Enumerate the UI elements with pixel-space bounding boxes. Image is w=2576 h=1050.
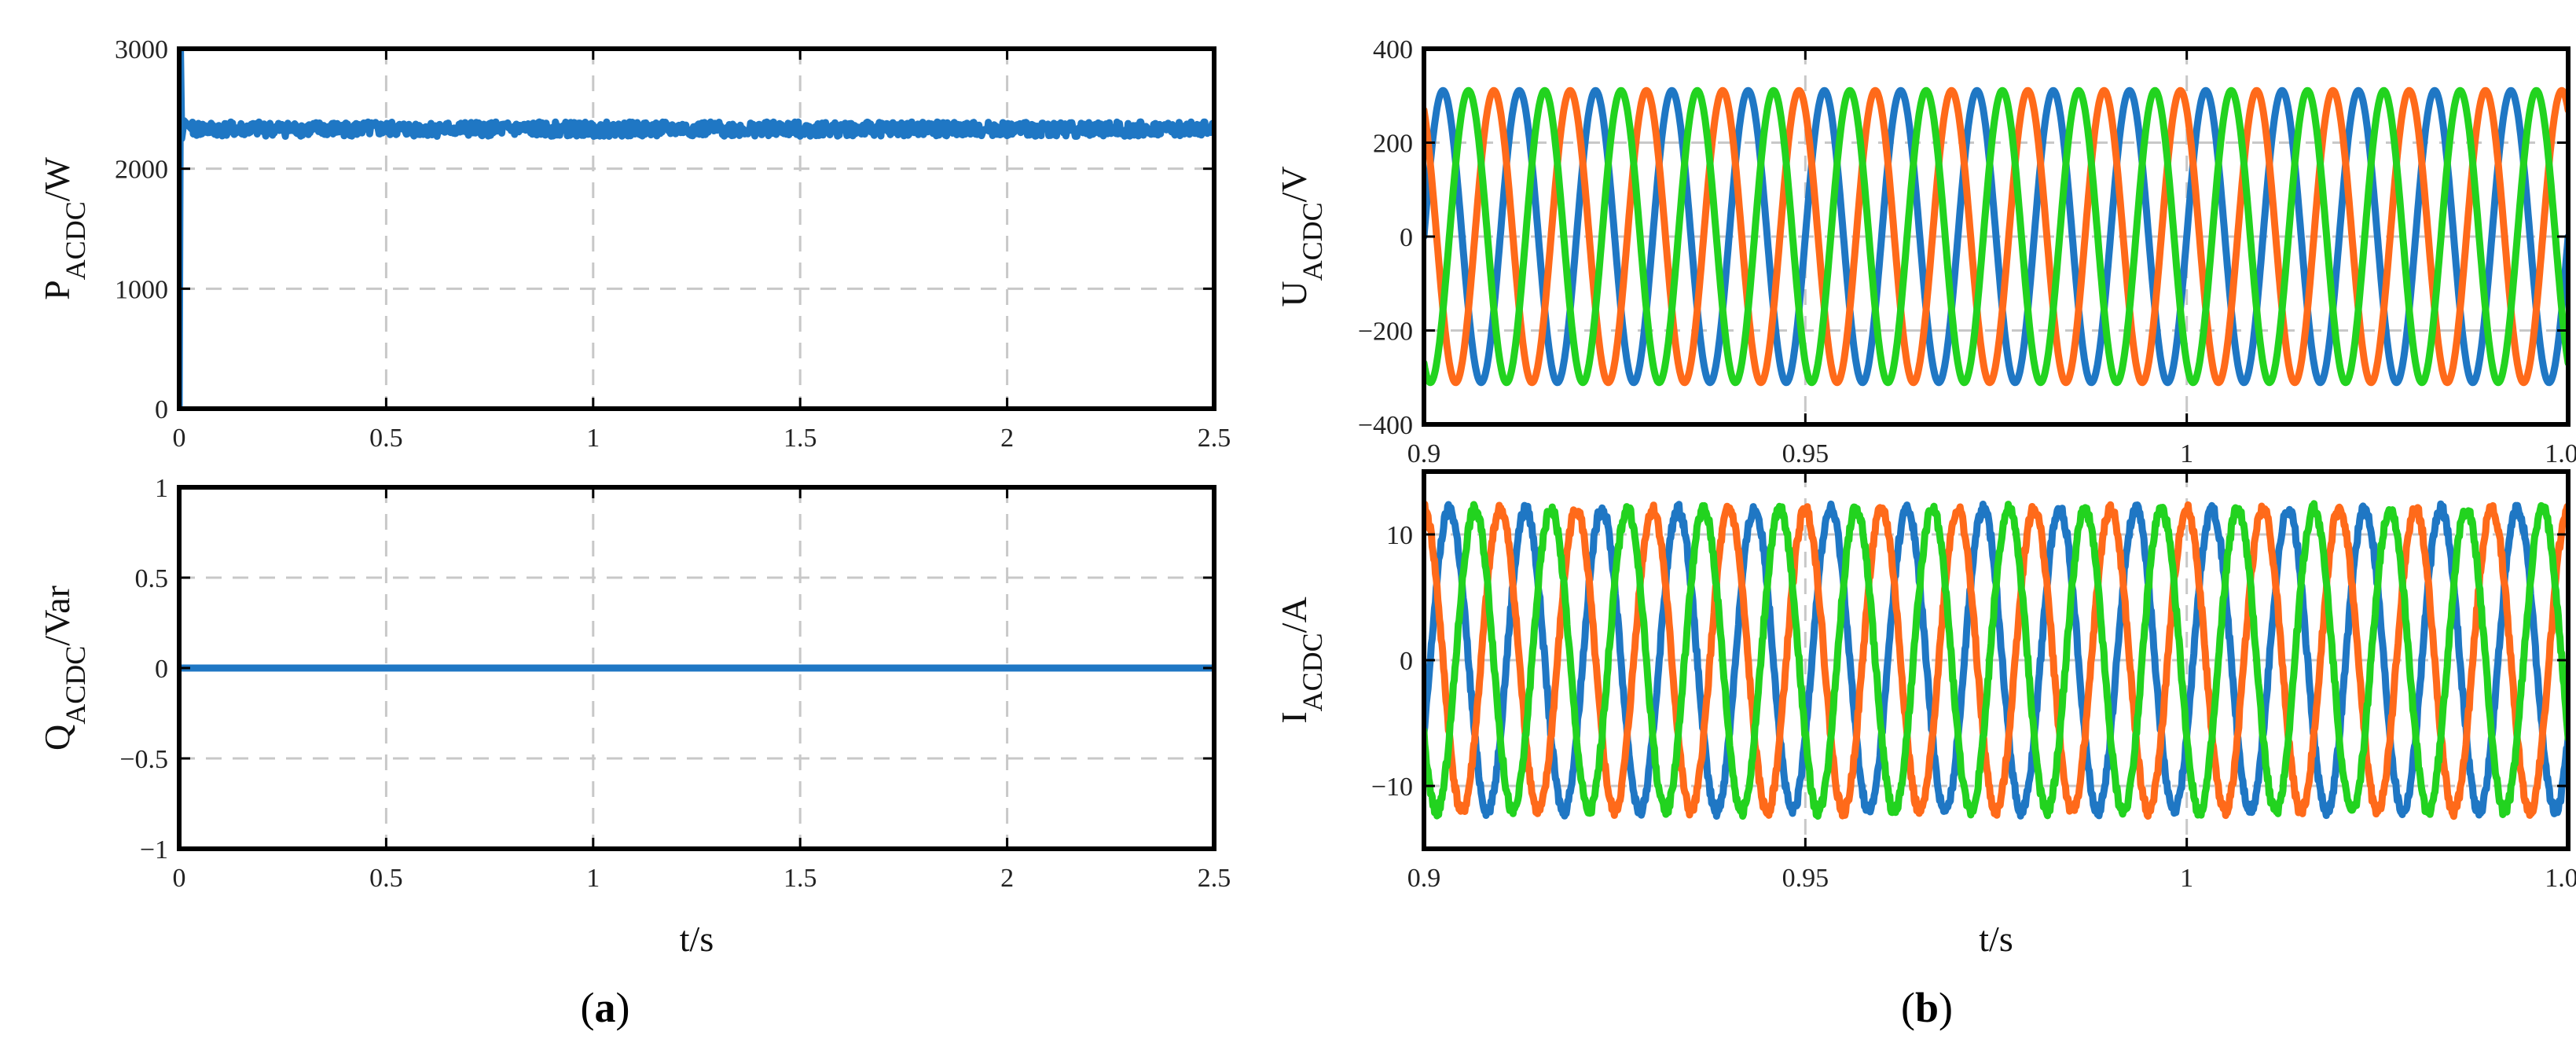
y-tick-label: 10: [1386, 521, 1413, 550]
y-tick-label: 3000: [115, 35, 168, 64]
series-group: [1424, 86, 2568, 387]
series-line-3: [1424, 86, 2568, 387]
x-tick-label: 2: [1000, 864, 1014, 893]
x-tick-label: 1: [586, 424, 600, 453]
x-tick-label: 1.05: [2545, 439, 2576, 468]
x-tick-label: 2.5: [1198, 424, 1231, 453]
panel-label-a: (a): [581, 984, 630, 1031]
series-line-2: [1424, 501, 2568, 821]
x-tick-label: 2: [1000, 424, 1014, 453]
x-tick-label: 1: [586, 864, 600, 893]
x-tick-label: 2.5: [1198, 864, 1231, 893]
y-tick-label: 0: [155, 655, 168, 684]
x-axis-label: t/s: [1979, 919, 2013, 959]
y-tick-label: −1: [140, 835, 168, 865]
y-tick-label: 2000: [115, 156, 168, 185]
x-tick-label: 0.5: [369, 864, 403, 893]
y-tick-label: 400: [1373, 35, 1413, 64]
y-tick-label: 200: [1373, 130, 1413, 159]
x-tick-label: 1: [2180, 864, 2193, 893]
x-tick-label: 0.9: [1407, 864, 1441, 893]
series-line-3: [1424, 500, 2568, 820]
series-line-1: [1424, 86, 2568, 387]
series-group: [1424, 500, 2568, 821]
y-axis-label: QACDC/Var: [37, 586, 91, 751]
y-tick-label: −200: [1358, 318, 1413, 347]
plot-3: 0.9 0.95 1 1.05 −400 −200 0 200 400 UACDC/V: [1274, 35, 2576, 468]
series-group: [179, 49, 1214, 409]
x-tick-label: 1: [2180, 439, 2193, 468]
y-tick-label: 1: [155, 474, 168, 503]
x-tick-label: 0.9: [1407, 439, 1441, 468]
y-axis-label: IACDC/A: [1274, 597, 1328, 723]
x-tick-label: 0.95: [1782, 864, 1829, 893]
y-tick-label: 0: [1400, 647, 1413, 676]
plot-frame: [177, 46, 1216, 411]
x-tick-label: 1.05: [2545, 864, 2576, 893]
y-tick-label: −0.5: [119, 745, 168, 774]
y-axis-label: UACDC/V: [1274, 166, 1328, 307]
x-tick-label: 0: [173, 424, 186, 453]
y-tick-label: 0.5: [135, 564, 169, 593]
x-tick-label: 1.5: [783, 424, 817, 453]
y-tick-label: −400: [1358, 411, 1413, 440]
y-tick-label: 0: [155, 395, 168, 424]
y-axis-label: PACDC/W: [37, 157, 91, 300]
x-axis-label: t/s: [680, 919, 714, 959]
y-tick-label: 1000: [115, 275, 168, 304]
plot-1: 0 0.5 1 1.5 2 2.5 0 1000 2000 3000 PACDC/W: [37, 35, 1231, 453]
x-tick-label: 1.5: [783, 864, 817, 893]
series-line-1: [179, 49, 1214, 409]
x-tick-label: 0.5: [369, 424, 403, 453]
x-tick-label: 0.95: [1782, 439, 1829, 468]
panel-label-b: (b): [1901, 984, 1953, 1031]
plot-2: 0 0.5 1 1.5 2 2.5 −1 −0.5 0 0.5 1 QACDC/Var t/s: [37, 474, 1231, 959]
series-line-2: [1424, 86, 2568, 387]
x-tick-label: 0: [173, 864, 186, 893]
y-tick-label: −10: [1371, 773, 1413, 802]
plot-4: 0.9 0.95 1 1.05 −10 0 10 IACDC/A t/s: [1274, 469, 2576, 959]
y-tick-label: 0: [1400, 223, 1413, 252]
